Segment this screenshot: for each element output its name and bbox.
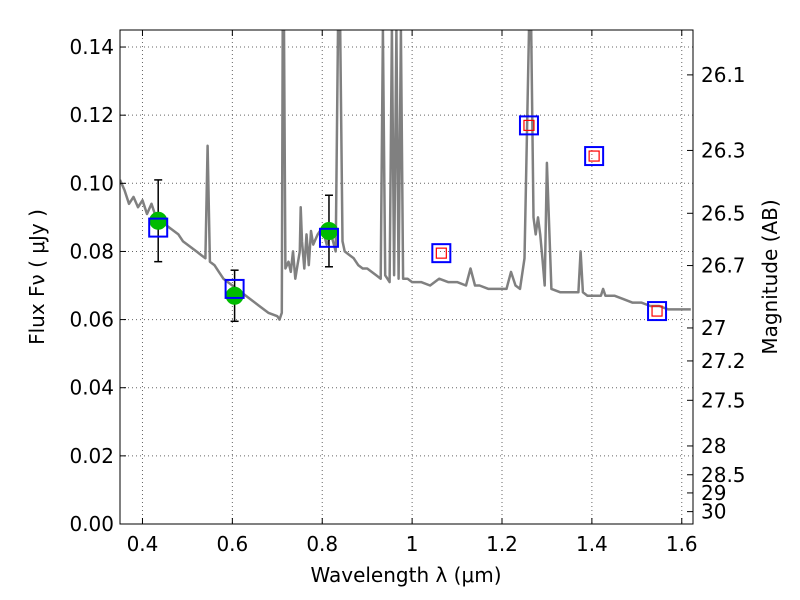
y2-tick-label: 26.3 <box>701 138 746 162</box>
x-tick-label: 1.2 <box>486 532 518 556</box>
model-point-box <box>584 146 605 167</box>
y2-tick-label: 27.5 <box>701 388 746 412</box>
x-tick-labels: 0.4 0.6 0.8 1 1.2 1.4 1.6 <box>127 532 698 556</box>
y2-axis-label: Magnitude (AB) <box>758 199 782 354</box>
y2-tick-label: 28 <box>701 434 726 458</box>
model-point-box <box>224 278 245 299</box>
y-tick-label: 0.10 <box>69 171 114 195</box>
y-tick-label: 0.02 <box>69 444 114 468</box>
y2-tick-label: 27.2 <box>701 349 746 373</box>
plot-frame <box>119 29 694 525</box>
model-layer <box>148 115 668 322</box>
model-point-inner <box>651 305 663 317</box>
observed-point <box>225 286 244 305</box>
y-tick-label: 0.04 <box>69 376 114 400</box>
model-point-box <box>318 227 339 248</box>
observed-point <box>319 222 338 241</box>
y2-tick-label: 29 <box>701 481 726 505</box>
x-tick-label: 1 <box>406 532 419 556</box>
spectrum-layer <box>120 30 691 321</box>
gridlines <box>120 30 693 524</box>
observed-point <box>149 211 168 230</box>
model-point-box <box>431 243 452 264</box>
model-point-box <box>647 301 668 322</box>
y-tick-label: 0.08 <box>69 239 114 263</box>
x-tick-label: 0.8 <box>306 532 338 556</box>
y2-tick-label: 26.1 <box>701 63 746 87</box>
x-tick-label: 1.4 <box>576 532 608 556</box>
spectrum-line <box>120 30 691 321</box>
ticks-layer <box>120 30 693 525</box>
y2-tick-label: 27 <box>701 316 726 340</box>
x-tick-label: 0.6 <box>216 532 248 556</box>
y2-tick-label: 30 <box>701 500 726 524</box>
y-tick-label: 0.06 <box>69 308 114 332</box>
model-point-inner <box>435 247 447 259</box>
y2-tick-label: 26.7 <box>701 254 746 278</box>
y-axis-label: Flux Fν ( μJy ) <box>25 209 49 345</box>
y-tick-label: 0.12 <box>69 103 114 127</box>
y-tick-label: 0.00 <box>69 512 114 536</box>
model-point-inner <box>523 119 535 131</box>
x-tick-label: 1.6 <box>666 532 698 556</box>
model-point-box <box>148 217 169 238</box>
y2-tick-label: 28.5 <box>701 463 746 487</box>
model-point-inner <box>588 150 600 162</box>
x-axis-label: Wavelength λ (μm) <box>310 563 501 587</box>
y-tick-label: 0.14 <box>69 35 114 59</box>
x-tick-label: 0.4 <box>127 532 159 556</box>
model-point-box <box>518 115 539 136</box>
y2-tick-label: 26.5 <box>701 201 746 225</box>
y-tick-labels: 0.00 0.02 0.04 0.06 0.08 0.10 0.12 0.14 <box>69 35 114 536</box>
